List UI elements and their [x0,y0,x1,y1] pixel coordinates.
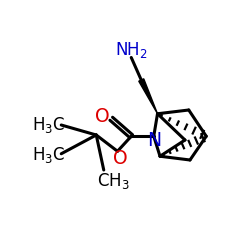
Text: O: O [95,107,110,126]
Text: H$_3$C: H$_3$C [32,145,65,165]
Text: NH$_2$: NH$_2$ [115,40,148,60]
Text: N: N [148,130,162,150]
Text: O: O [113,149,127,168]
Text: H$_3$C: H$_3$C [32,115,65,135]
Text: CH$_3$: CH$_3$ [97,171,130,191]
Polygon shape [139,79,158,114]
